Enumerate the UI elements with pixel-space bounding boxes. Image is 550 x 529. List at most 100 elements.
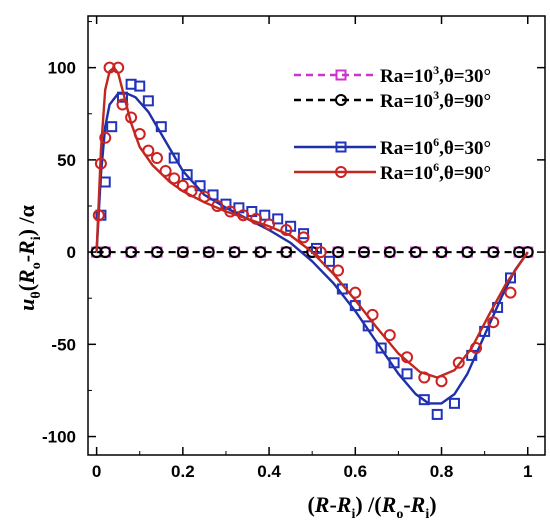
- legend-item: Ra=106,θ=30°: [294, 135, 491, 159]
- x-tick-label: 0: [92, 462, 101, 481]
- data-point: [198, 190, 211, 203]
- x-axis: 0 0.2 0.4 0.6 0.8 1: [92, 16, 532, 481]
- data-point: [125, 111, 138, 124]
- data-point: [194, 180, 206, 192]
- data-point: [418, 371, 431, 384]
- series-4: [92, 61, 529, 388]
- y-tick-label: 0: [67, 243, 76, 262]
- y-tick-label: 50: [57, 151, 76, 170]
- data-point: [254, 246, 267, 259]
- series-2: [90, 246, 534, 259]
- data-point: [280, 223, 293, 236]
- data-point: [513, 246, 526, 259]
- data-point: [349, 286, 362, 299]
- data-point: [99, 131, 112, 144]
- data-point: [272, 213, 284, 225]
- data-point: [448, 397, 460, 409]
- plot-frame: [87, 15, 546, 456]
- data-point: [94, 157, 107, 170]
- legend-label: Ra=103,θ=30°: [380, 63, 491, 87]
- data-point: [505, 272, 517, 284]
- data-point: [470, 342, 483, 355]
- legend-item: Ra=106,θ=90°: [294, 160, 491, 184]
- legend-marker: [335, 166, 347, 178]
- legend-label: Ra=106,θ=30°: [380, 135, 491, 159]
- data-point: [375, 342, 387, 354]
- data-point: [134, 80, 146, 92]
- axes-frame: [87, 15, 546, 456]
- data-point: [332, 264, 345, 277]
- data-point: [366, 308, 379, 321]
- data-point: [487, 316, 500, 329]
- data-point: [168, 152, 180, 164]
- x-tick-label: 1: [523, 462, 532, 481]
- data-point: [263, 218, 276, 231]
- data-point: [237, 209, 250, 222]
- data-point: [92, 209, 105, 222]
- plot-area: [90, 61, 534, 420]
- data-point: [452, 356, 465, 369]
- data-point: [401, 351, 414, 364]
- data-point: [150, 246, 163, 259]
- legend-marker: [335, 94, 347, 106]
- data-point: [125, 246, 138, 259]
- data-point: [487, 246, 500, 259]
- data-point: [112, 61, 125, 74]
- legend-label: Ra=103,θ=90°: [380, 88, 491, 112]
- x-tick-label: 0.6: [343, 462, 367, 481]
- data-point: [224, 205, 237, 218]
- data-point: [362, 320, 374, 332]
- data-point: [357, 246, 370, 259]
- data-point: [228, 246, 241, 259]
- data-point: [168, 172, 181, 185]
- data-point: [250, 212, 263, 225]
- data-point: [150, 152, 163, 165]
- data-point: [202, 246, 215, 259]
- data-point: [332, 246, 345, 259]
- data-point: [133, 128, 146, 141]
- data-point: [99, 246, 112, 259]
- data-point: [435, 375, 448, 388]
- data-point: [106, 121, 118, 133]
- data-point: [211, 199, 224, 212]
- y-tick-label: -50: [51, 335, 76, 354]
- y-axis: -100 -50 0 50 100: [42, 21, 545, 447]
- data-point: [409, 246, 422, 259]
- legend-label: Ra=106,θ=90°: [380, 160, 491, 184]
- data-point: [383, 246, 396, 259]
- data-point: [383, 329, 396, 342]
- data-point: [181, 169, 193, 181]
- data-point: [297, 231, 310, 244]
- data-point: [142, 95, 154, 107]
- y-axis-label: uθ(Ro-Ri) /α: [14, 204, 44, 310]
- data-point: [461, 246, 474, 259]
- legend-item: Ra=103,θ=30°: [294, 63, 491, 87]
- data-point: [185, 185, 198, 198]
- x-tick-label: 0.2: [171, 462, 195, 481]
- data-point: [323, 255, 335, 267]
- data-point: [176, 179, 189, 192]
- legend: Ra=103,θ=30°Ra=103,θ=90° Ra=106,θ=30°Ra=1…: [294, 63, 491, 184]
- data-point: [116, 98, 129, 111]
- data-point: [103, 61, 116, 74]
- data-point: [431, 408, 443, 420]
- data-point: [418, 394, 430, 406]
- data-point: [504, 286, 517, 299]
- x-tick-label: 0.8: [430, 462, 454, 481]
- legend-item: Ra=103,θ=90°: [294, 88, 491, 112]
- legend-marker: [335, 69, 347, 81]
- data-point: [435, 246, 448, 259]
- x-axis-label: (R-Ri) /(Ro-Ri): [307, 492, 436, 522]
- data-point: [401, 368, 413, 380]
- data-point: [176, 246, 189, 259]
- legend-marker: [335, 141, 347, 153]
- data-point: [388, 357, 400, 369]
- data-point: [314, 246, 327, 259]
- data-point: [280, 246, 293, 259]
- data-point: [159, 164, 172, 177]
- x-tick-label: 0.4: [257, 462, 281, 481]
- data-point: [521, 246, 534, 259]
- data-point: [142, 144, 155, 157]
